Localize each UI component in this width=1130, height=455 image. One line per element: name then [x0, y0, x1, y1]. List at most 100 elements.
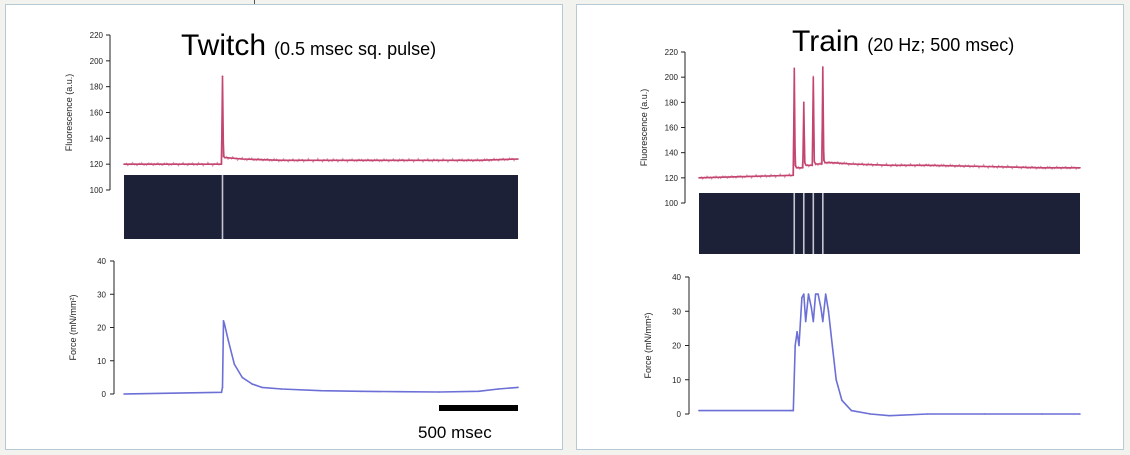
train-force-point-5 [798, 344, 800, 347]
train-fluorescence-point-20 [926, 164, 929, 167]
twitch-fluorescence-ytick-label-4: 180 [90, 83, 104, 92]
twitch-force-ytick-label-0: 0 [102, 390, 107, 399]
twitch-fluorescence-noise [123, 112, 518, 168]
train-fluorescence-point-4 [795, 166, 798, 169]
train-linescan-image [699, 193, 1080, 254]
train-fluorescence-point-1 [792, 174, 795, 177]
twitch-force-point-17 [517, 386, 519, 389]
train-fluorescence-point-13 [821, 163, 823, 165]
twitch-fluorescence-point-9 [359, 159, 362, 162]
train-fluorescence-ytick-label-2: 140 [665, 149, 679, 158]
train-fluorescence-point-0 [698, 177, 700, 179]
twitch-fluorescence-point-7 [280, 159, 283, 162]
train-fluorescence-point-12 [814, 163, 817, 165]
train-force-point-23 [888, 414, 891, 417]
train-panel: Train (20 Hz; 500 msec) 100 120 140 160 180 200… [576, 4, 1124, 450]
train-fluorescence-point-16 [824, 161, 826, 164]
train-force-point-27 [1079, 413, 1081, 415]
twitch-fluorescence-ytick-label-2: 140 [90, 134, 104, 143]
train-fluorescence-point-10 [812, 76, 815, 78]
twitch-force-point-16 [497, 388, 500, 390]
twitch-force-point-4 [223, 323, 226, 325]
train-force-point-26 [1041, 413, 1043, 415]
twitch-linescan-image [124, 175, 518, 239]
train-force-ylabel: Force (mN/mm²) [643, 313, 653, 379]
twitch-force-point-14 [438, 391, 441, 393]
twitch-force-ytick-label-3: 30 [97, 290, 106, 299]
twitch-force-point-3 [222, 320, 225, 322]
train-fluorescence-point-22 [1041, 166, 1043, 169]
twitch-force-ytick-label-2: 20 [97, 324, 106, 333]
train-fluorescence-point-7 [803, 161, 806, 164]
twitch-force-line [123, 320, 519, 395]
twitch-fluorescence-point-3 [222, 155, 225, 158]
twitch-force-point-10 [280, 388, 283, 390]
twitch-fluorescence-ylabel: Fluorescence (a.u.) [64, 74, 74, 152]
train-force-ytick-label-3: 30 [672, 307, 681, 316]
train-force-line [699, 293, 1080, 417]
twitch-fluorescence-point-8 [320, 159, 322, 162]
twitch-force-point-13 [399, 390, 401, 393]
twitch-force-point-2 [221, 386, 224, 389]
train-fluorescence-point-23 [1079, 166, 1081, 169]
train-force-point-17 [827, 310, 830, 313]
train-fluorescence-line [698, 66, 1080, 179]
twitch-fluorescence-point-4 [224, 156, 226, 159]
train-force-point-8 [804, 320, 807, 323]
twitch-fluorescence-point-10 [399, 159, 401, 162]
twitch-force-point-15 [477, 390, 480, 393]
train-fluorescence-ytick-label-5: 200 [665, 73, 679, 82]
twitch-fluorescence-point-0 [123, 163, 125, 165]
train-force-ytick-label-4: 40 [672, 273, 681, 282]
train-title: Train [792, 25, 859, 58]
train-force-point-10 [810, 307, 813, 309]
twitch-fluorescence-ytick-label-3: 160 [90, 109, 104, 118]
twitch-fluorescence-line [124, 75, 519, 165]
twitch-force-point-7 [241, 376, 243, 379]
twitch-fluorescence-ytick-label-6: 220 [90, 31, 104, 40]
train-force-ytick-label-1: 10 [672, 376, 681, 385]
twitch-force-point-0 [123, 393, 125, 395]
twitch-panel: Twitch (0.5 msec sq. pulse) 100 120 140 160 18… [5, 4, 563, 450]
train-force-point-11 [812, 320, 815, 323]
twitch-fluorescence-point-12 [477, 159, 480, 162]
train-force-point-22 [869, 413, 872, 415]
twitch-fluorescence-point-5 [225, 156, 228, 159]
twitch-chart-svg: Twitch (0.5 msec sq. pulse)10012014016018… [64, 29, 519, 442]
train-force-point-6 [801, 296, 803, 299]
train-fluorescence-point-8 [805, 164, 807, 167]
train-fluorescence-ytick-label-0: 100 [665, 199, 679, 208]
twitch-force-ytick-label-4: 40 [97, 257, 106, 266]
train-force-point-14 [820, 307, 822, 309]
twitch-fluorescence-point-1 [220, 163, 223, 165]
train-force-point-20 [841, 399, 843, 402]
train-force-point-16 [824, 293, 827, 295]
train-force-point-0 [698, 409, 700, 412]
train-chart-svg: Train (20 Hz; 500 msec)100120140160180200… [639, 25, 1081, 419]
twitch-fluorescence-point-11 [438, 159, 441, 162]
twitch-fluorescence-point-2 [221, 75, 224, 78]
train-fluorescence-ytick-label-3: 160 [665, 124, 679, 133]
twitch-scale-bar-label: 500 msec [418, 423, 492, 442]
train-force-point-3 [794, 344, 797, 347]
train-fluorescence-point-2 [793, 67, 796, 70]
train-force-point-2 [792, 409, 795, 412]
train-force-point-12 [814, 293, 817, 295]
train-fluorescence-point-17 [831, 161, 834, 164]
twitch-fluorescence-ytick-label-5: 200 [90, 57, 104, 66]
train-fluorescence-point-15 [822, 159, 825, 162]
train-force-point-1 [789, 409, 792, 412]
train-fluorescence-ytick-label-4: 180 [665, 98, 679, 107]
train-force-ytick-label-2: 20 [672, 342, 681, 351]
train-fluorescence-ylabel: Fluorescence (a.u.) [639, 89, 649, 167]
train-fluorescence-ytick-label-1: 120 [665, 174, 679, 183]
train-fluorescence-point-3 [794, 164, 797, 167]
twitch-force-ytick-label-1: 10 [97, 357, 106, 366]
train-fluorescence-point-19 [888, 164, 891, 167]
train-fluorescence-point-11 [813, 160, 816, 163]
train-fluorescence-point-6 [802, 101, 805, 104]
train-force-point-4 [796, 331, 798, 333]
train-fluorescence-point-18 [850, 163, 853, 165]
twitch-title: Twitch [181, 29, 266, 62]
train-force-point-7 [802, 293, 805, 295]
